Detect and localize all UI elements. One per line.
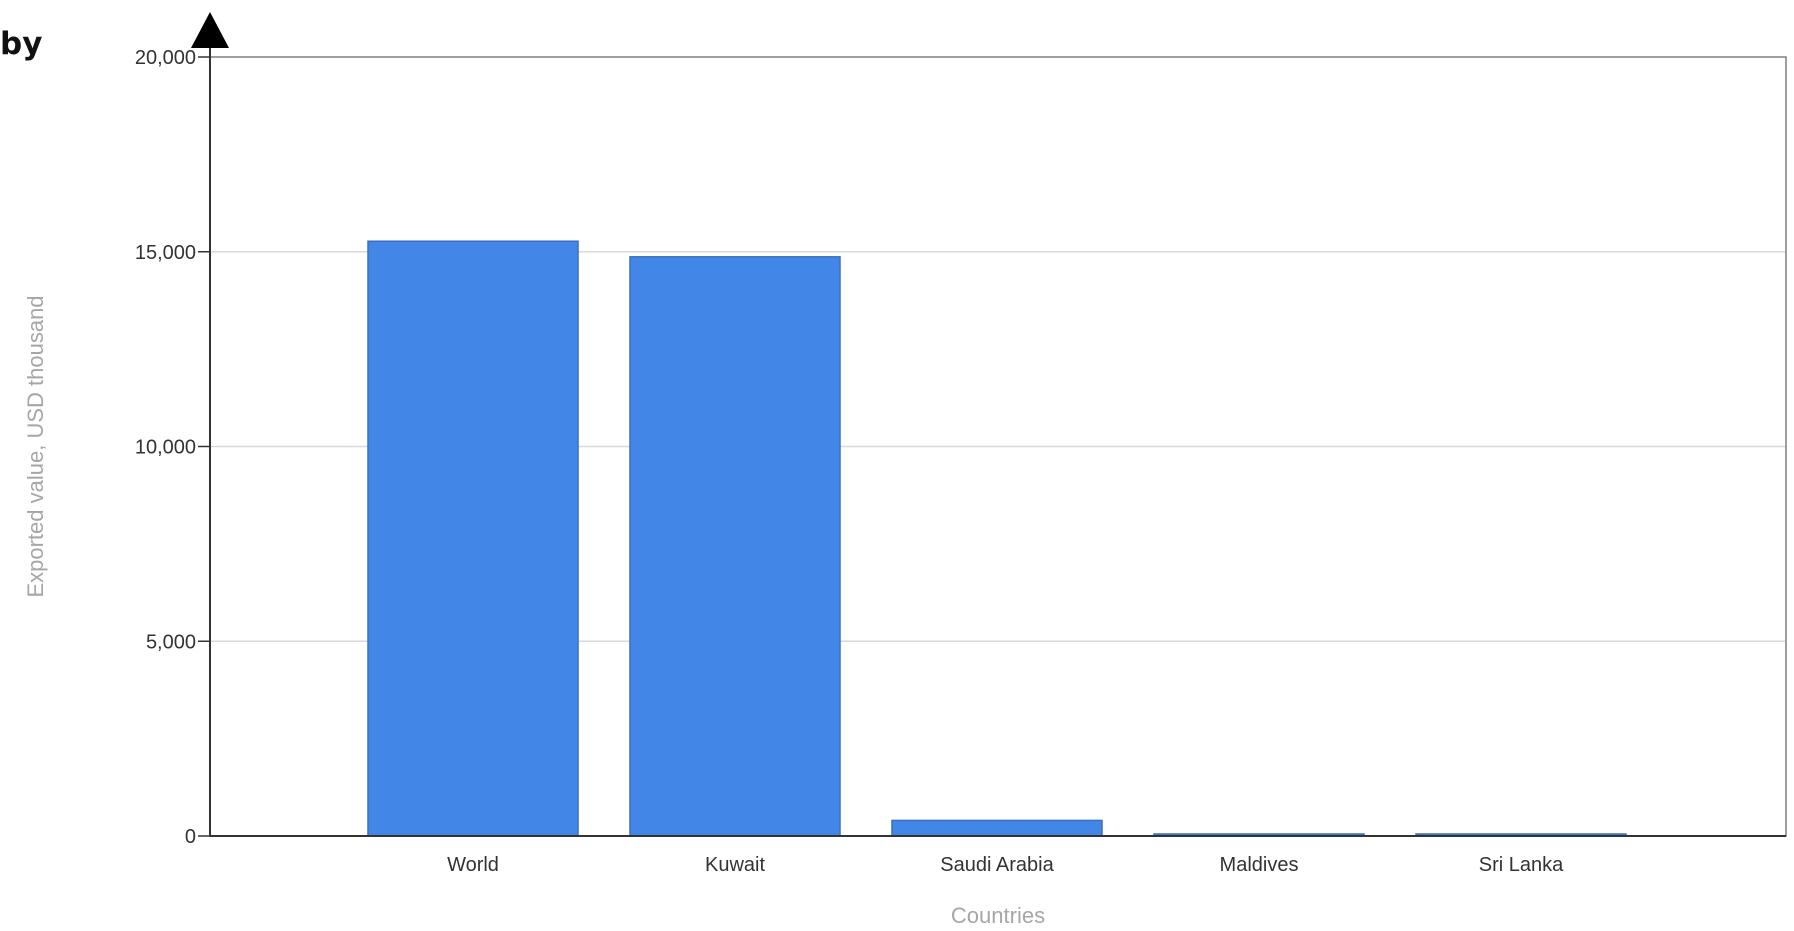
bars: [367, 240, 1627, 837]
bar-saudi-arabia: [891, 819, 1103, 837]
x-tick-label: Kuwait: [705, 854, 765, 876]
bar-world: [367, 240, 579, 837]
y-tick-label: 0: [185, 826, 196, 848]
y-tick-label: 20,000: [135, 47, 196, 69]
x-tick-labels: World Kuwait Saudi Arabia Maldives Sri Lanka: [447, 854, 1564, 876]
y-tick-label: 5,000: [146, 631, 196, 653]
x-tick-label: Sri Lanka: [1479, 854, 1564, 876]
y-tick-label: 15,000: [135, 242, 196, 264]
corner-text: by: [0, 26, 43, 62]
y-axis-arrow-icon: [191, 12, 229, 48]
bar-kuwait: [629, 256, 841, 837]
x-tick-label: Maldives: [1220, 854, 1299, 876]
x-tick-label: World: [447, 854, 499, 876]
y-axis-title: Exported value, USD thousand: [23, 295, 48, 597]
y-tick-label: 10,000: [135, 437, 196, 459]
x-axis-title: Countries: [951, 903, 1045, 928]
axes: [191, 12, 1786, 837]
y-tick-labels: 0 5,000 10,000 15,000 20,000: [135, 47, 210, 848]
x-tick-label: Saudi Arabia: [940, 854, 1054, 876]
